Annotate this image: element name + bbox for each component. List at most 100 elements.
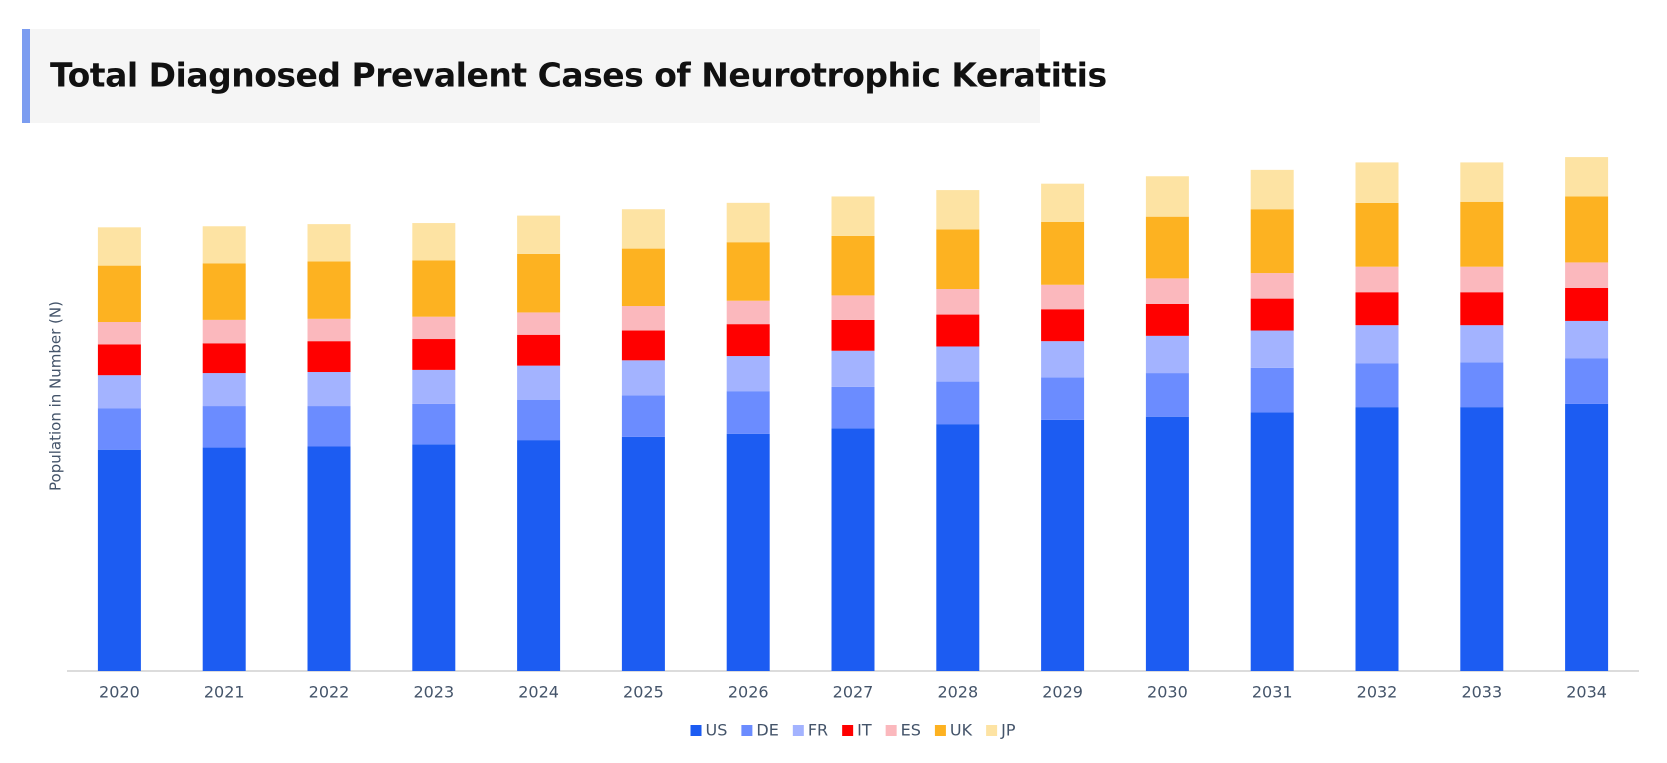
- bar-segment: [936, 346, 980, 382]
- bar-segment: [97, 344, 141, 376]
- bar-segment: [1250, 330, 1294, 368]
- legend-label: DE: [756, 721, 778, 740]
- bar-segment: [1565, 196, 1609, 263]
- bar-segment: [1355, 407, 1399, 671]
- bar-segment: [1355, 325, 1399, 364]
- bar-segment: [1565, 403, 1609, 671]
- bar-segment: [517, 334, 561, 366]
- x-tick-label: 2034: [1566, 683, 1607, 702]
- x-tick-label: 2025: [623, 683, 664, 702]
- x-tick-label: 2023: [413, 683, 454, 702]
- bar-segment: [1460, 362, 1504, 408]
- bar-segment: [726, 242, 770, 301]
- bar-segment: [936, 229, 980, 290]
- bar-segment: [1041, 284, 1085, 310]
- bar-segment: [621, 209, 665, 249]
- bar-segment: [1145, 303, 1189, 336]
- x-tick-label: 2033: [1461, 683, 1502, 702]
- bar-segment: [936, 314, 980, 347]
- bar-segment: [1460, 266, 1504, 293]
- bar-segment: [97, 265, 141, 323]
- bar-segment: [307, 224, 351, 262]
- legend-label: IT: [857, 721, 872, 740]
- bar-segment: [202, 373, 246, 407]
- bar-segment: [1145, 216, 1189, 279]
- bar-segment: [517, 253, 561, 313]
- x-tick-label: 2026: [728, 683, 769, 702]
- x-tick-label: 2024: [518, 683, 559, 702]
- bar-segment: [936, 190, 980, 230]
- bar-segment: [202, 447, 246, 671]
- bar-segment: [307, 406, 351, 447]
- bar-segment: [621, 248, 665, 307]
- bar-segment: [1355, 202, 1399, 267]
- bar-segment: [831, 295, 875, 320]
- bar-segment: [412, 316, 456, 340]
- bar-segment: [1355, 363, 1399, 408]
- bar-segment: [1250, 209, 1294, 274]
- bar-segment: [1460, 201, 1504, 267]
- x-tick-label: 2027: [833, 683, 874, 702]
- x-tick-label: 2021: [204, 683, 245, 702]
- bar-segment: [1041, 377, 1085, 420]
- title-box: [22, 29, 1040, 123]
- bar-segment: [1460, 162, 1504, 202]
- bar-segment: [1565, 157, 1609, 197]
- bar-segment: [412, 403, 456, 445]
- bar-segment: [831, 428, 875, 671]
- bar-segment: [97, 375, 141, 409]
- bar-segment: [1145, 416, 1189, 671]
- bar-segment: [97, 322, 141, 345]
- bar-segment: [621, 306, 665, 331]
- bar-segment: [831, 235, 875, 296]
- bar-segment: [936, 381, 980, 425]
- chart-title: Total Diagnosed Prevalent Cases of Neuro…: [50, 56, 1107, 95]
- bar-segment: [726, 433, 770, 671]
- bar-segment: [412, 223, 456, 261]
- bar-segment: [1041, 419, 1085, 671]
- bar-segment: [1460, 292, 1504, 326]
- bar-segment: [1041, 183, 1085, 222]
- bar-segment: [97, 227, 141, 266]
- bar-segment: [1145, 278, 1189, 304]
- bar-segment: [1355, 162, 1399, 203]
- bar-segment: [1355, 266, 1399, 293]
- bar-segment: [1355, 292, 1399, 326]
- bar-segment: [307, 318, 351, 342]
- bar-segment: [97, 408, 141, 450]
- bar-segment: [726, 300, 770, 325]
- bar-segment: [726, 202, 770, 243]
- bar-segment: [1250, 367, 1294, 413]
- bar-segment: [936, 289, 980, 315]
- bar-segment: [1460, 407, 1504, 671]
- bar-segment: [1460, 325, 1504, 363]
- bar-segment: [517, 365, 561, 400]
- bar-segment: [1565, 358, 1609, 404]
- legend-swatch: [690, 725, 702, 736]
- title-accent: [22, 29, 30, 123]
- bar-segment: [1250, 298, 1294, 331]
- legend-label: JP: [1000, 721, 1016, 740]
- bar-segment: [621, 360, 665, 396]
- bar-segment: [412, 339, 456, 370]
- bar-segment: [517, 399, 561, 441]
- x-tick-label: 2029: [1042, 683, 1083, 702]
- legend-label: UK: [950, 721, 973, 740]
- bar-segment: [412, 369, 456, 404]
- bar-segment: [1041, 309, 1085, 342]
- x-tick-label: 2028: [937, 683, 978, 702]
- x-tick-label: 2020: [99, 683, 140, 702]
- bar-segment: [831, 196, 875, 236]
- bar-segment: [202, 226, 246, 264]
- bar-segment: [1145, 176, 1189, 217]
- legend-label: ES: [901, 721, 921, 740]
- bar-segment: [1565, 287, 1609, 321]
- bar-segment: [1565, 320, 1609, 359]
- bar-segment: [726, 391, 770, 434]
- y-axis-label: Population in Number (N): [47, 301, 65, 491]
- legend-swatch: [741, 725, 753, 736]
- legend-swatch: [885, 725, 897, 736]
- bar-segment: [202, 319, 246, 344]
- legend-swatch: [934, 725, 946, 736]
- legend-label: US: [706, 721, 728, 740]
